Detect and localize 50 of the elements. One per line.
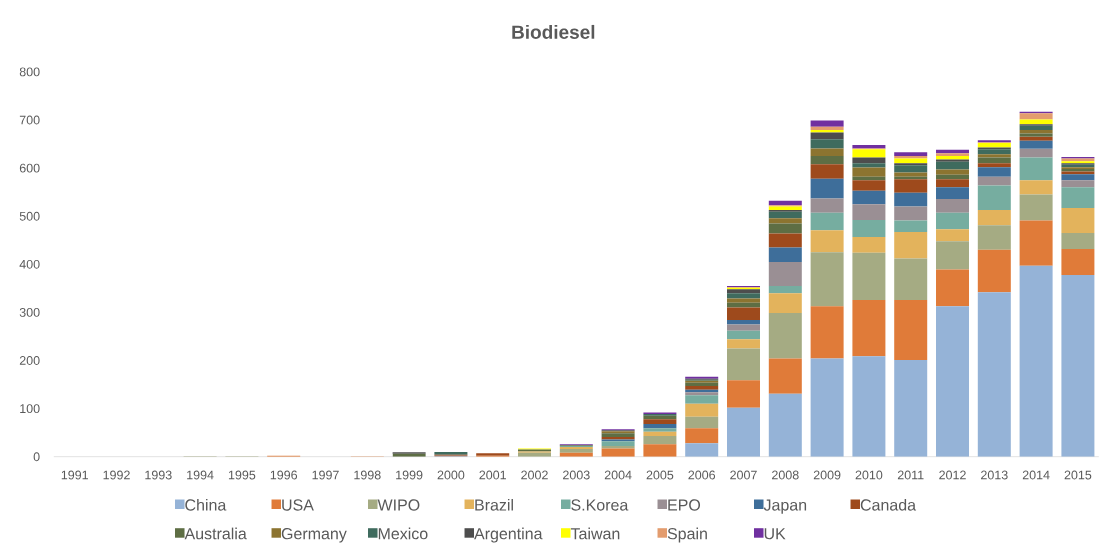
x-tick-label: 2010 bbox=[855, 470, 883, 480]
legend-label: Canada bbox=[860, 498, 917, 511]
legend-label: Mexico bbox=[378, 527, 428, 540]
x-tick-label: 1995 bbox=[228, 470, 256, 480]
x-tick-label: 1999 bbox=[396, 470, 423, 480]
x-tick-label: 2013 bbox=[981, 470, 1008, 480]
y-tick-label: 500 bbox=[19, 211, 40, 221]
y-tick-label: 300 bbox=[19, 307, 40, 317]
legend-label: WIPO bbox=[377, 499, 420, 511]
x-tick-label: 1996 bbox=[270, 470, 298, 480]
y-tick-label: 400 bbox=[19, 259, 40, 269]
x-tick-label: 2002 bbox=[521, 470, 548, 480]
y-tick-label: 600 bbox=[19, 163, 40, 173]
x-tick-label: 2008 bbox=[772, 470, 799, 480]
x-tick-label: 2003 bbox=[563, 470, 590, 480]
x-tick-label: 1993 bbox=[145, 470, 172, 480]
x-tick-label: 2000 bbox=[437, 470, 465, 480]
y-tick-label: 100 bbox=[20, 404, 40, 414]
x-tick-label: 2012 bbox=[939, 470, 966, 480]
x-tick-label: 2014 bbox=[1022, 470, 1050, 480]
x-tick-label: 2006 bbox=[688, 470, 716, 480]
y-tick-label: 200 bbox=[19, 356, 40, 365]
x-tick-label: 2011 bbox=[897, 470, 924, 480]
x-tick-label: 1994 bbox=[187, 470, 214, 480]
legend-label: UK bbox=[764, 528, 786, 540]
x-tick-label: 2015 bbox=[1064, 470, 1092, 480]
x-tick-label: 2001 bbox=[479, 470, 506, 480]
legend-label: Taiwan bbox=[570, 527, 620, 540]
chart-title: Biodiesel bbox=[512, 24, 595, 39]
y-tick-label: 700 bbox=[19, 115, 40, 125]
legend-label: EPO bbox=[668, 499, 701, 511]
y-tick-label: 800 bbox=[19, 67, 40, 77]
x-tick-label: 1997 bbox=[312, 470, 339, 480]
x-tick-label: 2004 bbox=[604, 470, 632, 480]
legend-label: USA bbox=[282, 499, 314, 511]
x-tick-label: 2009 bbox=[813, 470, 841, 480]
legend-label: Argentina bbox=[474, 527, 543, 543]
legend-label: Australia bbox=[184, 527, 247, 540]
x-tick-label: 1991 bbox=[61, 470, 88, 480]
legend-label: Spain bbox=[667, 527, 707, 543]
legend-label: China bbox=[185, 498, 227, 511]
legend-label: Germany bbox=[281, 528, 347, 543]
legend-label: Brazil bbox=[475, 498, 513, 511]
x-tick-label: 2005 bbox=[646, 470, 674, 480]
legend-label: S.Korea bbox=[571, 499, 629, 511]
legend-label: Japan bbox=[763, 499, 807, 514]
y-tick-label: 0 bbox=[33, 452, 40, 462]
x-tick-label: 2007 bbox=[730, 470, 757, 480]
x-tick-label: 1998 bbox=[354, 470, 381, 480]
x-tick-label: 1992 bbox=[103, 470, 130, 480]
